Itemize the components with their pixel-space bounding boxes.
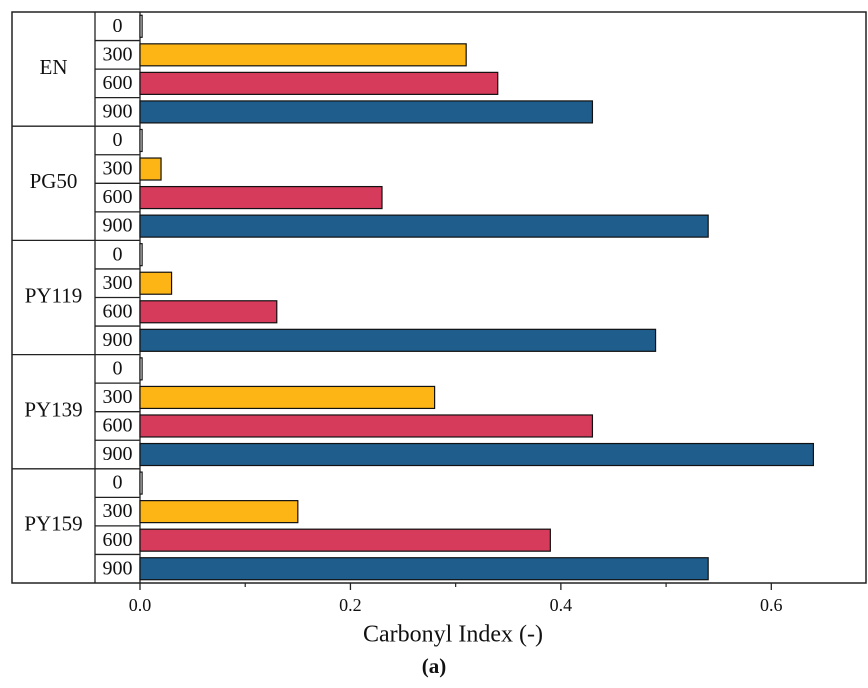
bar [139, 414, 594, 438]
x-tick-label: 0.2 [339, 595, 362, 615]
bar [139, 471, 143, 495]
bar [139, 157, 162, 181]
bar [139, 328, 657, 352]
bar [139, 43, 467, 67]
bar [139, 357, 143, 381]
x-tick-label: 0.6 [760, 595, 783, 615]
group-label: PY139 [24, 398, 82, 422]
series-label: 0 [113, 129, 123, 151]
series-label: 0 [113, 357, 123, 379]
series-label: 600 [103, 72, 133, 94]
bar [139, 528, 551, 552]
series-label: 300 [103, 500, 133, 522]
group-label: PY159 [24, 512, 82, 536]
series-label: 300 [103, 386, 133, 408]
group-label: EN [40, 55, 68, 79]
x-axis-label: Carbonyl Index (-) [363, 622, 543, 648]
group-label: PY119 [25, 283, 83, 307]
series-label: 900 [103, 557, 133, 579]
series-label: 300 [103, 158, 133, 180]
bar [139, 100, 594, 124]
bar [139, 214, 709, 238]
series-label: 0 [113, 472, 123, 494]
series-label: 0 [113, 15, 123, 37]
series-label: 600 [103, 300, 133, 322]
series-label: 900 [103, 443, 133, 465]
series-label: 600 [103, 529, 133, 551]
bar [139, 442, 814, 467]
bar [139, 271, 173, 295]
group-label: PG50 [30, 169, 78, 193]
bar [139, 185, 383, 210]
bar [139, 557, 709, 581]
plot-frame [11, 11, 867, 584]
bar [139, 385, 436, 410]
series-label: 900 [103, 329, 133, 351]
series-label: 300 [103, 272, 133, 294]
bar [139, 243, 143, 267]
bar [139, 71, 499, 95]
series-label: 600 [103, 415, 133, 437]
x-tick-label: 0.0 [129, 595, 152, 615]
x-tick-label: 0.4 [550, 595, 573, 615]
bar [139, 128, 143, 153]
series-label: 600 [103, 186, 133, 208]
series-label: 0 [113, 243, 123, 265]
series-label: 900 [103, 215, 133, 237]
bar [139, 300, 278, 324]
bar [139, 14, 143, 38]
bar [139, 500, 299, 524]
series-label: 900 [103, 101, 133, 123]
series-label: 300 [103, 43, 133, 65]
caption: (a) [422, 654, 447, 678]
